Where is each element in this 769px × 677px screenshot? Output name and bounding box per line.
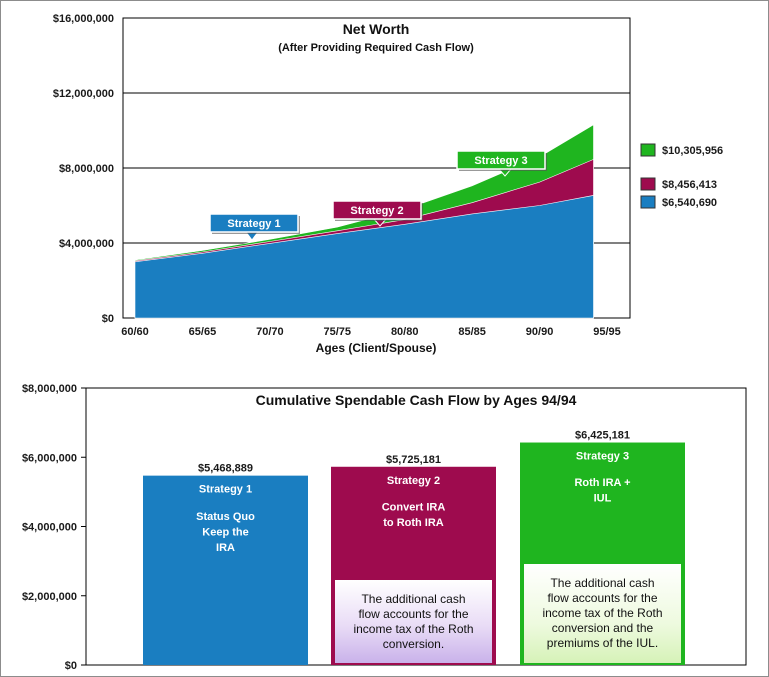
- net-worth-x-tick-label: 85/85: [458, 326, 486, 338]
- note-line: premiums of the IUL.: [546, 636, 659, 650]
- area-series-strategy-1: [134, 195, 594, 319]
- note-line: flow accounts for the: [547, 591, 658, 605]
- legend-swatch: [640, 195, 656, 209]
- net-worth-x-tick-label: 80/80: [391, 326, 419, 338]
- net-worth-y-tick-label: $8,000,000: [59, 163, 114, 175]
- callout-strategy-3: Strategy 3: [456, 150, 547, 177]
- net-worth-x-tick-label: 75/75: [324, 326, 352, 338]
- net-worth-y-tick-label: $16,000,000: [53, 13, 114, 25]
- note-line: income tax of the Roth: [353, 621, 474, 636]
- net-worth-subtitle: (After Providing Required Cash Flow): [278, 42, 474, 54]
- note-line: conversion and the: [551, 621, 654, 635]
- note-line: conversion.: [382, 636, 445, 651]
- net-worth-title: Net Worth: [343, 21, 410, 37]
- net-worth-x-tick-label: 60/60: [121, 326, 149, 338]
- note-line: The additional cash: [550, 576, 655, 590]
- callout-label: Strategy 2: [350, 205, 403, 217]
- net-worth-x-tick-label: 95/95: [593, 326, 621, 338]
- net-worth-chart: $0 $4,000,000 $8,000,000 $12,000,000 $16,000…: [53, 13, 723, 355]
- net-worth-x-axis-label: Ages (Client/Spouse): [316, 341, 437, 355]
- note-strategy-2: The additional cash flow accounts for the…: [335, 580, 492, 663]
- callout-label: Strategy 1: [227, 218, 280, 230]
- callout-label: Strategy 3: [474, 155, 527, 167]
- callout-strategy-1: Strategy 1: [209, 213, 300, 241]
- net-worth-y-tick-label: $4,000,000: [59, 238, 114, 250]
- callout-strategy-2: Strategy 2: [332, 200, 423, 227]
- net-worth-y-tick-label: $0: [102, 313, 114, 325]
- legend-swatch: [640, 143, 656, 157]
- legend-label: $8,456,413: [662, 179, 717, 191]
- net-worth-y-tick-label: $12,000,000: [53, 88, 114, 100]
- note-line: The additional cash: [361, 591, 466, 606]
- legend-label: $6,540,690: [662, 197, 717, 209]
- net-worth-x-tick-label: 65/65: [189, 326, 217, 338]
- legend-label: $10,305,956: [662, 145, 723, 157]
- net-worth-x-tick-label: 90/90: [526, 326, 554, 338]
- legend-entry: $6,540,690: [640, 195, 717, 209]
- note-line: income tax of the Roth: [542, 606, 663, 620]
- legend-entry: $8,456,413: [640, 177, 717, 191]
- note-line: flow accounts for the: [358, 606, 469, 621]
- net-worth-x-tick-label: 70/70: [256, 326, 284, 338]
- legend-swatch: [640, 177, 656, 191]
- note-strategy-3: The additional cash flow accounts for the…: [524, 564, 681, 663]
- legend-entry: $10,305,956: [640, 143, 723, 157]
